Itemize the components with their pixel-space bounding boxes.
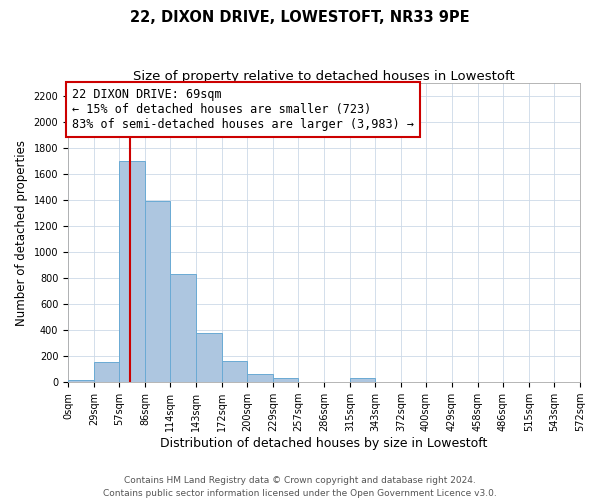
Y-axis label: Number of detached properties: Number of detached properties bbox=[15, 140, 28, 326]
Bar bbox=[170, 274, 196, 382]
X-axis label: Distribution of detached houses by size in Lowestoft: Distribution of detached houses by size … bbox=[160, 437, 488, 450]
Bar bbox=[196, 333, 222, 382]
Text: 22 DIXON DRIVE: 69sqm
← 15% of detached houses are smaller (723)
83% of semi-det: 22 DIXON DRIVE: 69sqm ← 15% of detached … bbox=[71, 88, 413, 131]
Title: Size of property relative to detached houses in Lowestoft: Size of property relative to detached ho… bbox=[133, 70, 515, 83]
Bar bbox=[119, 161, 145, 382]
Bar bbox=[273, 378, 298, 382]
Bar bbox=[247, 374, 273, 382]
Bar bbox=[145, 202, 170, 382]
Bar bbox=[222, 361, 247, 382]
Bar bbox=[68, 380, 94, 382]
Bar bbox=[94, 362, 119, 382]
Text: Contains HM Land Registry data © Crown copyright and database right 2024.
Contai: Contains HM Land Registry data © Crown c… bbox=[103, 476, 497, 498]
Text: 22, DIXON DRIVE, LOWESTOFT, NR33 9PE: 22, DIXON DRIVE, LOWESTOFT, NR33 9PE bbox=[130, 10, 470, 25]
Bar bbox=[350, 378, 375, 382]
